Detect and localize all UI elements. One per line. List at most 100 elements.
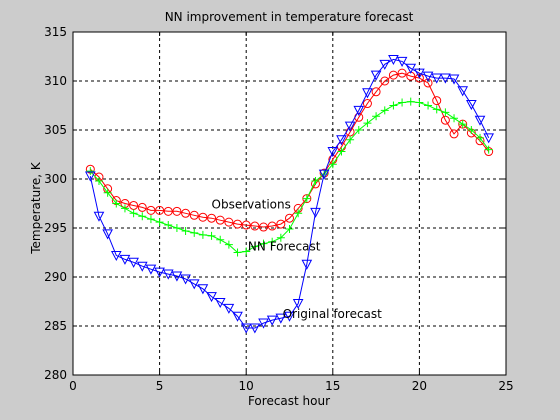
original-forecast-point — [388, 54, 399, 66]
nn-forecast-point — [415, 98, 424, 107]
observations-point — [215, 215, 225, 225]
original-forecast-point — [353, 105, 365, 116]
observations-point — [423, 78, 433, 88]
original-forecast-point — [362, 88, 373, 99]
nn-forecast-point — [268, 237, 277, 246]
nn-forecast-point — [406, 97, 415, 106]
nn-forecast-point — [424, 101, 433, 110]
observations-point — [432, 96, 442, 106]
original-forecast-point — [240, 323, 252, 334]
original-forecast-point — [414, 68, 425, 79]
observations-point — [241, 220, 251, 230]
plot-frame — [72, 31, 507, 376]
nn-forecast-point — [190, 228, 199, 237]
original-forecast-point — [405, 63, 417, 74]
nn-forecast-point — [172, 224, 181, 232]
original-forecast-point — [180, 274, 191, 285]
nn-forecast-point — [198, 230, 207, 239]
original-forecast-point — [110, 250, 122, 262]
observations-point — [224, 217, 234, 227]
nn-forecast-point — [94, 176, 103, 185]
series-annotation: Original forecast — [283, 307, 383, 321]
nn-forecast-point — [294, 209, 303, 218]
y-tick-label: 285 — [44, 319, 67, 333]
x-tick-label: 5 — [156, 379, 164, 393]
nn-forecast-point — [441, 108, 450, 117]
nn-forecast-point — [103, 188, 112, 197]
observations-point — [449, 129, 459, 139]
nn-forecast-point — [346, 135, 355, 144]
observations-point — [163, 206, 173, 216]
nn-forecast-point — [363, 119, 372, 128]
original-forecast-point — [440, 73, 451, 84]
observations-point — [380, 76, 390, 86]
original-forecast-point — [119, 254, 131, 265]
nn-forecast-point — [250, 242, 259, 251]
x-axis-label: Forecast hour — [248, 394, 330, 408]
nn-forecast-point — [476, 133, 485, 142]
original-forecast-point — [84, 171, 96, 182]
observations-point — [414, 73, 424, 83]
nn-forecast-point — [242, 247, 251, 256]
x-tick-label: 10 — [239, 379, 254, 393]
nn-forecast-point — [138, 212, 147, 221]
original-forecast-point — [249, 323, 261, 334]
observations-point — [155, 205, 165, 215]
original-forecast-point — [370, 70, 382, 81]
nn-forecast-point — [311, 176, 320, 185]
x-tick-label: 20 — [412, 379, 427, 393]
original-forecast-point — [379, 59, 391, 70]
observations-point — [172, 206, 182, 216]
nn-forecast-point — [207, 231, 216, 240]
original-forecast-point — [301, 259, 313, 270]
original-forecast-point — [457, 86, 469, 97]
nn-forecast-point — [302, 194, 311, 203]
original-forecast-point — [93, 211, 105, 222]
y-tick-label: 280 — [44, 368, 67, 382]
original-forecast-point — [162, 269, 174, 280]
nn-forecast-point — [432, 105, 441, 114]
x-tick-label: 25 — [498, 379, 513, 393]
nn-forecast-point — [372, 112, 381, 121]
y-tick-label: 305 — [44, 123, 67, 137]
nn-forecast-point — [259, 239, 268, 248]
original-forecast-point — [136, 261, 148, 272]
original-forecast-point — [214, 297, 226, 309]
original-forecast-point — [483, 133, 495, 144]
observations-point — [181, 208, 191, 218]
nn-forecast-point — [146, 215, 155, 224]
original-forecast-point — [197, 284, 209, 295]
nn-forecast-point — [285, 224, 294, 233]
nn-forecast-point — [484, 145, 493, 154]
nn-forecast-point — [120, 204, 129, 213]
original-forecast-point — [422, 71, 434, 82]
observations-point — [362, 99, 372, 109]
plot-area — [73, 32, 506, 375]
nn-forecast-point — [164, 221, 173, 230]
observations-point — [388, 70, 398, 80]
nn-forecast-point — [216, 235, 225, 244]
nn-forecast-series — [86, 97, 493, 257]
original-forecast-point — [336, 135, 347, 146]
y-tick-label: 290 — [44, 270, 67, 284]
observations-point — [397, 68, 407, 78]
original-forecast-point — [396, 56, 408, 67]
y-tick-label: 310 — [44, 74, 67, 88]
x-tick-label: 15 — [325, 379, 340, 393]
original-forecast-point — [318, 169, 330, 180]
nn-forecast-point — [112, 199, 121, 208]
nn-forecast-point — [276, 233, 285, 242]
original-forecast-point — [232, 311, 243, 322]
observations-point — [267, 221, 277, 231]
original-forecast-series — [84, 54, 495, 334]
nn-forecast-point — [398, 98, 407, 107]
series-annotation: NN Forecast — [248, 240, 321, 254]
y-tick-label: 300 — [44, 172, 67, 186]
original-forecast-point — [431, 73, 443, 84]
nn-forecast-point — [467, 126, 476, 134]
original-forecast-point — [344, 121, 356, 132]
nn-forecast-point — [450, 114, 459, 123]
observations-point — [198, 212, 208, 222]
annotations: Observations NN Forecast Original forecast — [212, 197, 383, 321]
axis-ticks: 0 5 10 15 20 25 280 285 290 295 300 305 310 315 — [44, 25, 514, 393]
